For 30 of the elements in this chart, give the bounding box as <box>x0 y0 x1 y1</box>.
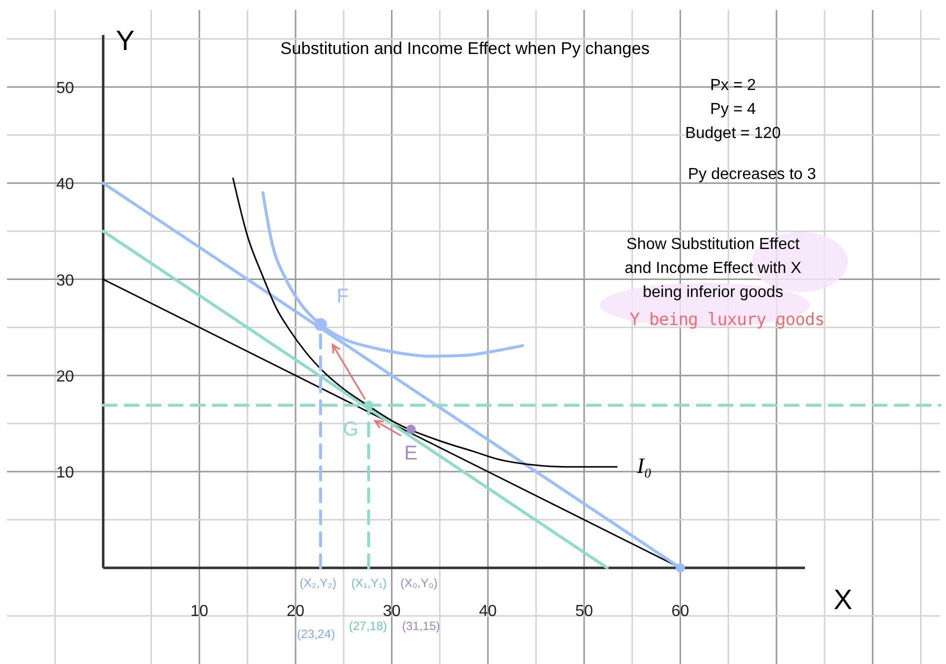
annotation: Budget = 120 <box>685 125 781 142</box>
annotation: (X₂,Y₂) <box>300 576 336 590</box>
x-tick-label: 30 <box>382 602 401 620</box>
y-tick-label: 10 <box>56 464 74 482</box>
x-tick-label: 40 <box>479 602 497 620</box>
x-axis-title: X <box>834 584 853 615</box>
y-tick-label: 30 <box>56 272 74 290</box>
x-tick-label: 60 <box>671 602 690 620</box>
annotation: (X₁,Y₁) <box>351 576 387 590</box>
annotation: (23,24) <box>296 627 336 641</box>
series-label: G <box>342 418 358 440</box>
annotation: Py = 4 <box>710 101 756 118</box>
annotation: Px = 2 <box>710 77 756 94</box>
annotation: (31,15) <box>402 619 440 633</box>
annotation: (27,18) <box>348 619 388 633</box>
x-tick-label: 50 <box>575 602 594 620</box>
series-label: I₀ <box>636 452 652 478</box>
y-axis-title: Y <box>116 25 135 56</box>
series-label: E <box>404 442 418 464</box>
y-tick-label: 20 <box>56 368 74 386</box>
annotation: Show Substitution Effect and Income Effect with X being inferior goods <box>624 236 802 301</box>
x-tick-label: 10 <box>190 602 208 620</box>
text: Substitution and Income Effect when Py changes <box>280 39 650 58</box>
annotation: Y being luxury goods <box>630 310 824 330</box>
y-tick-label: 40 <box>56 176 74 194</box>
series-label: F <box>336 285 349 308</box>
y-tick-label: 50 <box>56 80 74 97</box>
annotation: Py decreases to 3 <box>688 166 816 183</box>
annotation: (X₀,Y₀) <box>400 576 438 590</box>
x-tick-label: 20 <box>286 602 305 620</box>
